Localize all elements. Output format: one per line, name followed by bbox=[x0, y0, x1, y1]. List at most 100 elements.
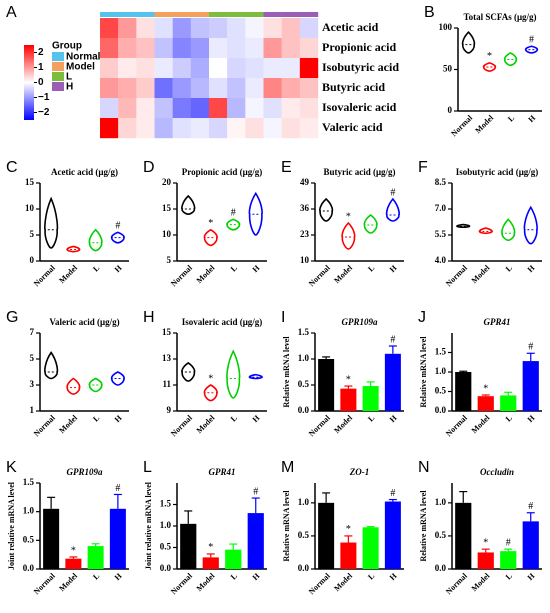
x-tick-label: L bbox=[506, 113, 516, 123]
y-tick-label: 0.0 bbox=[23, 563, 35, 573]
sig-marker: # bbox=[390, 334, 395, 345]
sig-marker: * bbox=[487, 51, 492, 62]
panel-letter: B bbox=[424, 4, 435, 21]
colorbar-label: −1 bbox=[38, 92, 50, 103]
violin bbox=[482, 62, 497, 72]
violin bbox=[501, 218, 516, 242]
heat-cell bbox=[190, 58, 210, 79]
sig-marker: * bbox=[208, 218, 213, 229]
violin bbox=[226, 218, 241, 231]
legend-label: Model bbox=[66, 62, 95, 73]
panel-letter: J bbox=[418, 309, 426, 326]
error-bar bbox=[459, 370, 468, 372]
heat-cell bbox=[136, 118, 155, 139]
panel-letter: L bbox=[143, 459, 152, 476]
bar bbox=[318, 359, 335, 411]
sig-marker: * bbox=[208, 542, 213, 553]
error-bar bbox=[388, 498, 397, 502]
row-label: Propionic acid bbox=[322, 40, 396, 54]
error-bar bbox=[47, 496, 56, 509]
heat-cell bbox=[136, 98, 155, 119]
x-tick-label: H bbox=[113, 263, 124, 274]
x-tick-label: L bbox=[366, 413, 376, 423]
bar bbox=[247, 513, 264, 569]
x-tick-label: Normal bbox=[32, 263, 57, 288]
heat-cell bbox=[118, 118, 137, 139]
x-tick-label: H bbox=[526, 263, 537, 274]
error-bar bbox=[251, 497, 260, 514]
panel-title: Butyric acid (μg/g) bbox=[323, 167, 395, 177]
heat-cell bbox=[263, 58, 282, 79]
sig-marker: * bbox=[346, 211, 351, 222]
heat-cell bbox=[227, 58, 246, 79]
heat-cell bbox=[100, 38, 119, 59]
y-tick-label: 1.0 bbox=[435, 366, 447, 376]
x-tick-label: Model bbox=[195, 571, 217, 593]
panel-letter: G bbox=[6, 309, 18, 326]
bar bbox=[477, 396, 494, 411]
x-tick-label: Normal bbox=[169, 571, 194, 596]
y-tick-label: 36 bbox=[300, 203, 310, 213]
heat-cell bbox=[172, 98, 192, 119]
colorbar-label: −2 bbox=[38, 107, 50, 118]
violin bbox=[181, 194, 196, 216]
heat-cell bbox=[172, 118, 192, 139]
y-tick-label: 1.0 bbox=[23, 506, 35, 516]
y-axis-label: Relative mRNA level bbox=[282, 490, 291, 562]
x-tick-label: L bbox=[91, 571, 101, 581]
heat-cell bbox=[245, 58, 264, 79]
heat-cell bbox=[209, 118, 228, 139]
y-tick-label: 0.0 bbox=[160, 563, 172, 573]
heat-cell bbox=[263, 38, 282, 59]
group-strip bbox=[227, 12, 246, 17]
x-tick-label: Normal bbox=[32, 571, 57, 596]
violin bbox=[44, 351, 59, 380]
heat-cell bbox=[227, 38, 246, 59]
x-tick-label: Normal bbox=[307, 413, 332, 438]
heat-cell bbox=[299, 18, 319, 39]
sig-marker: * bbox=[483, 537, 488, 548]
bar bbox=[340, 542, 357, 569]
legend-swatch bbox=[52, 52, 64, 61]
panel-letter: C bbox=[6, 159, 18, 176]
bar bbox=[225, 549, 242, 569]
bar bbox=[202, 557, 219, 569]
heat-cell bbox=[190, 118, 210, 139]
x-tick-label: H bbox=[251, 413, 262, 424]
y-tick-label: 1 bbox=[30, 405, 35, 415]
row-label: Isobutyric acid bbox=[322, 60, 399, 74]
bar bbox=[340, 388, 357, 411]
heat-cell bbox=[154, 98, 173, 119]
panel-title: ZO-1 bbox=[349, 467, 370, 477]
error-bar bbox=[481, 394, 490, 397]
violin bbox=[44, 196, 59, 249]
y-axis-label: Relative mRNA level bbox=[282, 336, 291, 408]
sig-marker: * bbox=[71, 545, 76, 556]
legend-title: Group bbox=[52, 41, 82, 52]
panel-letter: A bbox=[6, 4, 17, 21]
y-tick-label: 0.0 bbox=[298, 563, 310, 573]
violin bbox=[110, 371, 125, 386]
bar bbox=[362, 386, 379, 411]
error-bar bbox=[322, 492, 331, 503]
y-tick-label: 4.0 bbox=[435, 255, 447, 265]
heat-cell bbox=[281, 98, 301, 119]
error-bar bbox=[344, 385, 353, 389]
bar bbox=[384, 353, 401, 411]
x-tick-label: Model bbox=[473, 113, 495, 135]
row-label: Butyric acid bbox=[322, 80, 385, 94]
colorbar bbox=[24, 45, 34, 120]
heat-cell bbox=[100, 58, 119, 79]
heat-cell bbox=[118, 78, 137, 99]
x-tick-label: Model bbox=[332, 413, 354, 435]
panel-letter: I bbox=[281, 309, 285, 326]
x-tick-label: Model bbox=[470, 263, 492, 285]
x-tick-label: L bbox=[504, 571, 514, 581]
bar bbox=[65, 558, 82, 569]
x-tick-label: Normal bbox=[449, 113, 474, 138]
heat-cell bbox=[281, 18, 301, 39]
heat-cell bbox=[227, 18, 246, 39]
y-tick-label: 0.0 bbox=[298, 405, 310, 415]
heat-cell bbox=[136, 78, 155, 99]
heat-cell bbox=[281, 118, 301, 139]
